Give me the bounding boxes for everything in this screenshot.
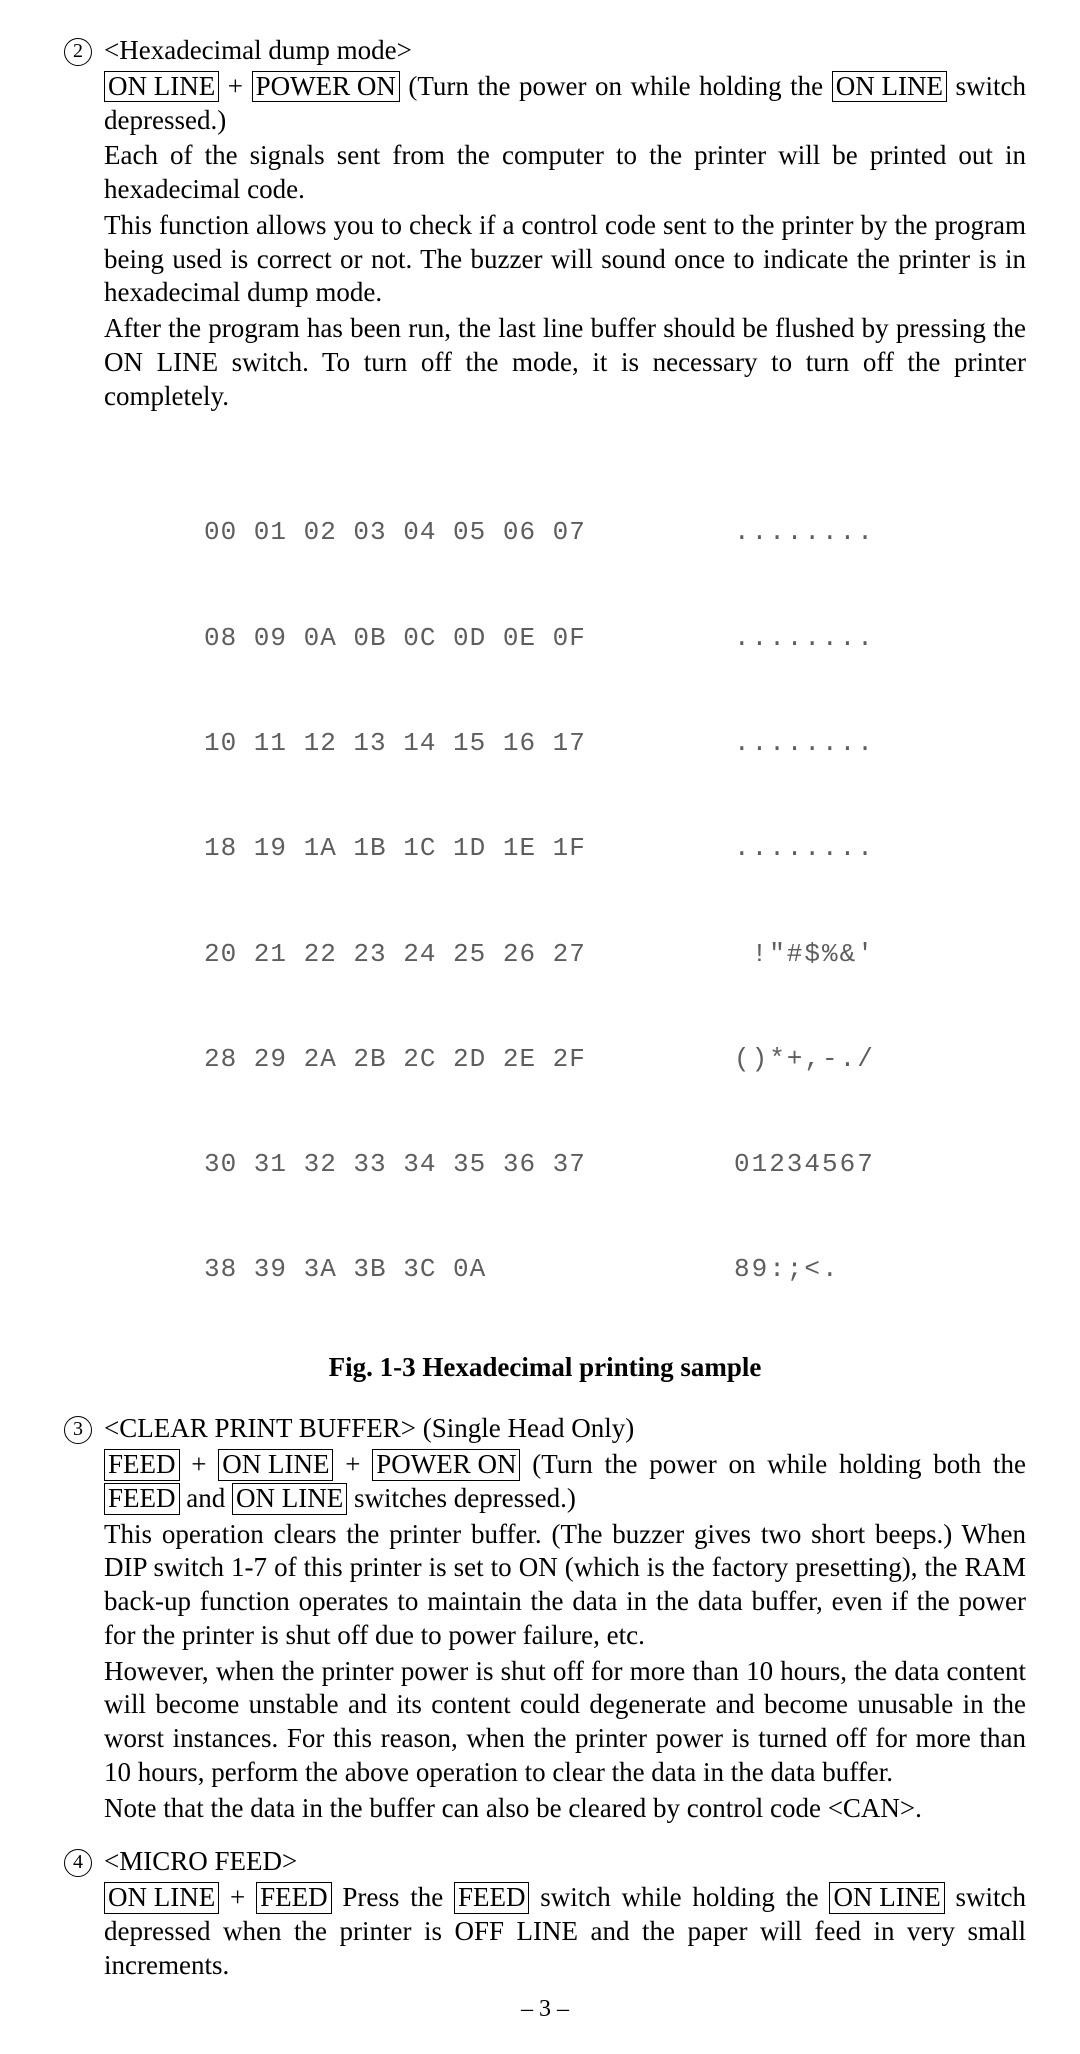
text-fragment: (Turn the power on while holding the (400, 71, 832, 101)
feed-key: FEED (256, 1882, 332, 1914)
paragraph: However, when the printer power is shut … (104, 1655, 1026, 1790)
ascii-col: ........ (734, 621, 875, 656)
section-title: <MICRO FEED> (104, 1845, 1026, 1879)
feed-key: FEED (104, 1449, 180, 1481)
hexdump-block: 00 01 02 03 04 05 06 07........ 08 09 0A… (204, 445, 1026, 1322)
ascii-col: ........ (734, 831, 875, 866)
paragraph: This function allows you to check if a c… (104, 209, 1026, 310)
hex-bytes: 18 19 1A 1B 1C 1D 1E 1F (204, 831, 644, 866)
text-fragment: Press the (332, 1882, 454, 1912)
hex-bytes: 28 29 2A 2B 2C 2D 2E 2F (204, 1042, 644, 1077)
online-key: ON LINE (218, 1449, 333, 1481)
poweron-key: POWER ON (372, 1449, 520, 1481)
hexdump-row: 28 29 2A 2B 2C 2D 2E 2F ()*+,-./ (204, 1042, 1026, 1077)
hexdump-row: 00 01 02 03 04 05 06 07........ (204, 515, 1026, 550)
figure-caption: Fig. 1-3 Hexadecimal printing sample (64, 1351, 1026, 1385)
paragraph: Each of the signals sent from the comput… (104, 139, 1026, 207)
circled-number: 4 (64, 1849, 92, 1877)
section-marker: 4 (64, 1845, 104, 1879)
online-key: ON LINE (104, 71, 219, 103)
section-title: <CLEAR PRINT BUFFER> (Single Head Only) (104, 1412, 1026, 1446)
section-marker: 2 (64, 34, 104, 68)
hex-bytes: 00 01 02 03 04 05 06 07 (204, 515, 644, 550)
section-body: <MICRO FEED> ON LINE + FEED Press the FE… (104, 1845, 1026, 1984)
paragraph: This operation clears the printer buffer… (104, 1518, 1026, 1653)
feed-key: FEED (454, 1882, 530, 1914)
hex-bytes: 08 09 0A 0B 0C 0D 0E 0F (204, 621, 644, 656)
text-fragment: (Turn the power on while holding both th… (520, 1449, 1026, 1479)
paragraph: After the program has been run, the last… (104, 312, 1026, 413)
plus-sign: + (219, 71, 251, 101)
section-body: <Hexadecimal dump mode> ON LINE + POWER … (104, 34, 1026, 415)
hexdump-row: 18 19 1A 1B 1C 1D 1E 1F........ (204, 831, 1026, 866)
plus-sign: + (219, 1882, 256, 1912)
text-fragment: switch while holding the (529, 1882, 829, 1912)
ascii-col: ........ (734, 515, 875, 550)
feed-key: FEED (104, 1483, 180, 1515)
hex-bytes: 30 31 32 33 34 35 36 37 (204, 1147, 644, 1182)
text-fragment: and (180, 1483, 232, 1513)
page-number: – 3 – (64, 1994, 1026, 2024)
plus-sign: + (180, 1449, 219, 1479)
online-key: ON LINE (232, 1483, 347, 1515)
section-marker: 3 (64, 1412, 104, 1446)
ascii-col: 01234567 (734, 1147, 875, 1182)
section-title: <Hexadecimal dump mode> (104, 34, 1026, 68)
hexdump-row: 38 39 3A 3B 3C 0A 89:;<. (204, 1252, 1026, 1287)
ascii-col: !"#$%&' (734, 937, 875, 972)
online-key: ON LINE (832, 71, 947, 103)
section-hex-dump: 2 <Hexadecimal dump mode> ON LINE + POWE… (64, 34, 1026, 415)
poweron-key: POWER ON (252, 71, 400, 103)
online-key: ON LINE (829, 1882, 944, 1914)
hexdump-row: 20 21 22 23 24 25 26 27 !"#$%&' (204, 937, 1026, 972)
online-key: ON LINE (104, 1882, 219, 1914)
ascii-col: ........ (734, 726, 875, 761)
section-body: <CLEAR PRINT BUFFER> (Single Head Only) … (104, 1412, 1026, 1827)
hexdump-row: 08 09 0A 0B 0C 0D 0E 0F........ (204, 621, 1026, 656)
ascii-col: 89:;<. (734, 1252, 840, 1287)
hexdump-row: 30 31 32 33 34 35 36 37 01234567 (204, 1147, 1026, 1182)
hex-bytes: 38 39 3A 3B 3C 0A (204, 1252, 644, 1287)
circled-number: 3 (64, 1416, 92, 1444)
key-combo-line: FEED + ON LINE + POWER ON (Turn the powe… (104, 1448, 1026, 1516)
key-combo-line: ON LINE + POWER ON (Turn the power on wh… (104, 70, 1026, 138)
paragraph: Note that the data in the buffer can als… (104, 1792, 1026, 1826)
plus-sign: + (333, 1449, 372, 1479)
text-fragment: switches depressed.) (347, 1483, 576, 1513)
hexdump-row: 10 11 12 13 14 15 16 17........ (204, 726, 1026, 761)
section-clear-buffer: 3 <CLEAR PRINT BUFFER> (Single Head Only… (64, 1412, 1026, 1827)
circled-number: 2 (64, 38, 92, 66)
hex-bytes: 10 11 12 13 14 15 16 17 (204, 726, 644, 761)
section-micro-feed: 4 <MICRO FEED> ON LINE + FEED Press the … (64, 1845, 1026, 1984)
ascii-col: ()*+,-./ (734, 1042, 875, 1077)
key-combo-line: ON LINE + FEED Press the FEED switch whi… (104, 1881, 1026, 1982)
hex-bytes: 20 21 22 23 24 25 26 27 (204, 937, 644, 972)
